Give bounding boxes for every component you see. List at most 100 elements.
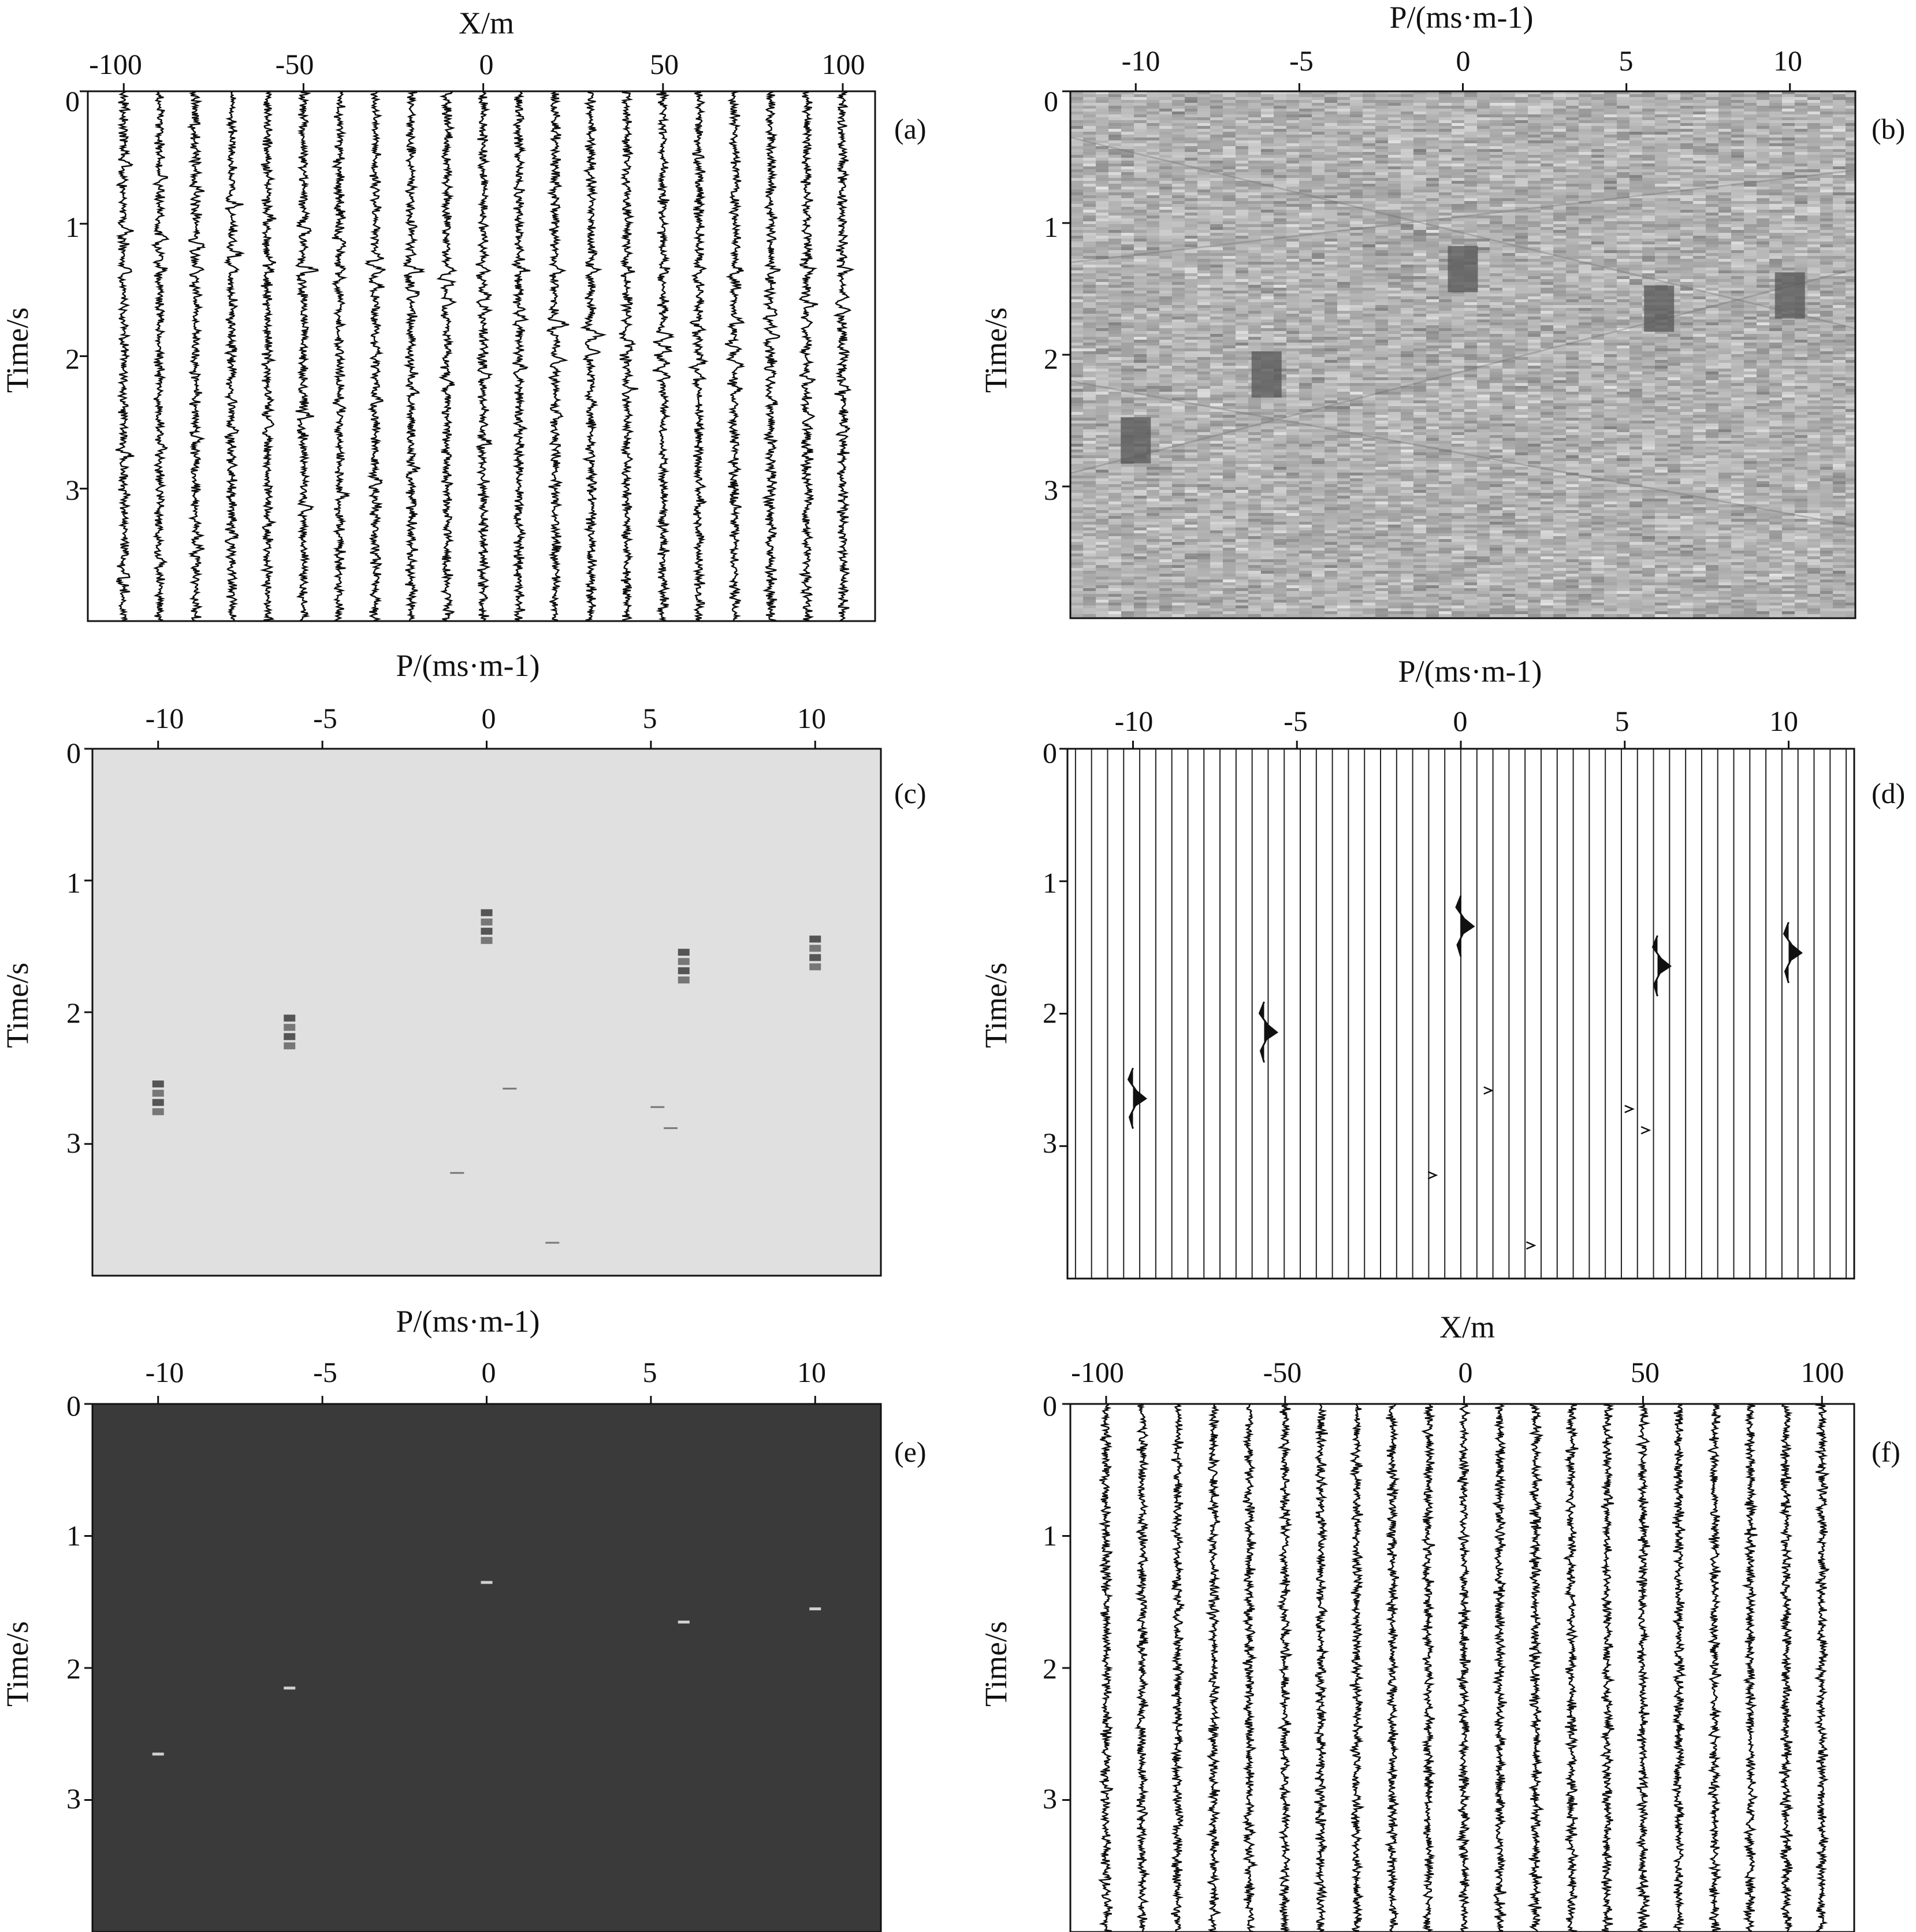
noise-cell <box>1502 224 1515 227</box>
noise-cell <box>1541 172 1553 175</box>
noise-cell <box>1807 311 1820 314</box>
noise-cell <box>1147 213 1159 216</box>
noise-cell <box>1566 161 1579 164</box>
noise-cell <box>1744 230 1757 233</box>
noise-cell <box>1579 236 1591 239</box>
noise-cell <box>1642 262 1655 265</box>
noise-cell <box>1261 91 1274 94</box>
noise-cell <box>1604 198 1617 201</box>
noise-cell <box>1718 247 1731 250</box>
noise-cell <box>1197 256 1210 259</box>
noise-cell <box>1477 279 1490 282</box>
noise-cell <box>1502 201 1515 204</box>
noise-cell <box>1134 192 1147 195</box>
noise-cell <box>1248 230 1261 233</box>
noise-cell <box>1337 311 1350 314</box>
noise-cell <box>1566 129 1579 132</box>
noise-cell <box>1147 221 1159 224</box>
noise-cell <box>1185 282 1197 285</box>
noise-cell <box>1782 192 1795 195</box>
noise-cell <box>1655 242 1668 244</box>
noise-cell <box>1579 143 1591 146</box>
noise-cell <box>1744 299 1757 302</box>
noise-cell <box>1312 273 1325 276</box>
noise-cell <box>1464 172 1477 175</box>
noise-cell <box>1223 279 1236 282</box>
noise-cell <box>1325 184 1337 187</box>
noise-cell <box>1718 285 1731 288</box>
noise-cell <box>1363 135 1375 138</box>
noise-cell <box>1236 169 1248 172</box>
noise-cell <box>1642 169 1655 172</box>
noise-cell <box>1846 158 1855 161</box>
noise-cell <box>1083 244 1096 247</box>
noise-cell <box>1579 279 1591 282</box>
noise-cell <box>1757 112 1769 114</box>
noise-cell <box>1312 305 1325 308</box>
noise-cell <box>1388 221 1401 224</box>
noise-cell <box>1769 187 1782 190</box>
noise-cell <box>1185 204 1197 207</box>
noise-cell <box>1795 91 1807 94</box>
noise-cell <box>1680 164 1693 166</box>
noise-cell <box>1655 224 1668 227</box>
noise-cell <box>1464 161 1477 164</box>
noise-cell <box>1401 247 1413 250</box>
noise-cell <box>1286 195 1299 198</box>
noise-cell <box>1731 291 1744 293</box>
noise-cell <box>1553 270 1566 273</box>
noise-cell <box>1528 317 1541 319</box>
noise-cell <box>1629 247 1642 250</box>
noise-cell <box>1668 256 1680 259</box>
noise-cell <box>1185 213 1197 216</box>
noise-cell <box>1629 155 1642 158</box>
noise-cell <box>1541 308 1553 311</box>
noise-cell <box>1807 146 1820 149</box>
noise-cell <box>1833 187 1846 190</box>
noise-cell <box>1642 265 1655 267</box>
noise-cell <box>1617 282 1629 285</box>
noise-cell <box>1706 135 1718 138</box>
noise-cell <box>1312 169 1325 172</box>
noise-cell <box>1185 242 1197 244</box>
noise-cell <box>1591 314 1604 317</box>
noise-cell <box>1782 239 1795 242</box>
noise-cell <box>1147 155 1159 158</box>
noise-cell <box>1820 138 1833 140</box>
noise-cell <box>1718 106 1731 109</box>
noise-cell <box>1680 100 1693 103</box>
noise-cell <box>1413 218 1426 221</box>
noise-cell <box>1604 120 1617 123</box>
noise-cell <box>1477 288 1490 291</box>
noise-cell <box>1515 140 1528 143</box>
noise-cell <box>1591 158 1604 161</box>
noise-cell <box>1718 140 1731 143</box>
noise-cell <box>1528 97 1541 100</box>
noise-cell <box>1159 198 1172 201</box>
wiggle-trace <box>579 90 607 622</box>
noise-cell <box>1604 192 1617 195</box>
noise-cell <box>1744 155 1757 158</box>
noise-cell <box>1248 117 1261 120</box>
noise-cell <box>1197 149 1210 152</box>
noise-cell <box>1413 140 1426 143</box>
noise-cell <box>1363 132 1375 135</box>
noise-cell <box>1401 288 1413 291</box>
noise-cell <box>1439 319 1452 322</box>
noise-cell <box>1159 236 1172 239</box>
noise-cell <box>1236 285 1248 288</box>
noise-cell <box>1617 311 1629 314</box>
noise-cell <box>1680 109 1693 112</box>
noise-cell <box>1731 172 1744 175</box>
noise-cell <box>1426 152 1439 155</box>
noise-cell <box>1617 120 1629 123</box>
noise-cell <box>1388 262 1401 265</box>
noise-cell <box>1782 138 1795 140</box>
noise-cell <box>1477 265 1490 267</box>
noise-cell <box>1223 175 1236 178</box>
noise-cell <box>1401 117 1413 120</box>
noise-cell <box>1795 126 1807 129</box>
noise-cell <box>1375 314 1388 317</box>
noise-cell <box>1248 262 1261 265</box>
noise-cell <box>1655 279 1668 282</box>
